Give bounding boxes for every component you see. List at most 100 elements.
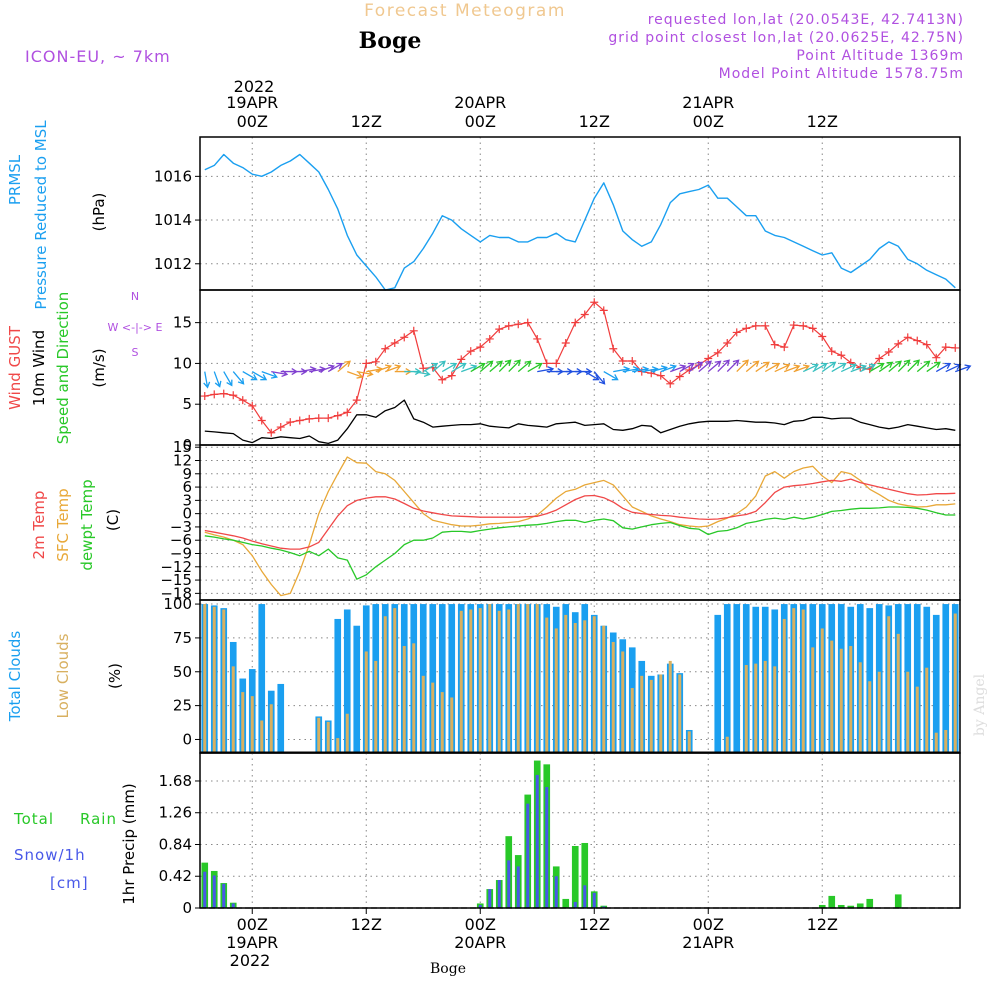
gust-marker	[761, 321, 770, 330]
low-cloud-bar	[887, 616, 891, 753]
gust-marker	[286, 418, 295, 427]
low-cloud-bar	[915, 686, 919, 753]
low-cloud-bar	[678, 674, 682, 753]
wind-labels: Wind GUST 10m Wind Speed and Direction (…	[6, 290, 162, 444]
snow-bar	[573, 901, 577, 908]
low-cloud-bar	[554, 628, 558, 753]
low-cloud-bar	[877, 671, 881, 753]
low-cloud-bar	[450, 697, 454, 753]
wind-arrow	[385, 364, 402, 373]
low-cloud-bar	[535, 604, 539, 753]
low-cloud-bar	[896, 633, 900, 753]
low-cloud-bar	[725, 736, 729, 753]
gust-marker	[903, 333, 912, 342]
bottom-date-label: 19APR	[226, 933, 278, 952]
wind-arrow	[375, 364, 392, 373]
compass-north-label: N	[131, 290, 139, 303]
snow-bar	[535, 774, 539, 908]
wind-arrow	[850, 364, 867, 373]
gust-marker	[333, 411, 342, 420]
gust-marker	[409, 326, 418, 335]
y-tick-label: −12	[160, 558, 192, 576]
y-tick-label: 0	[182, 730, 192, 748]
low-cloud-bar	[659, 674, 663, 753]
bottom-date-label: 20APR	[454, 933, 506, 952]
gust-marker	[571, 318, 580, 327]
total-cloud-bar	[714, 614, 722, 753]
low-cloud-bar	[573, 623, 577, 753]
gust-marker	[599, 306, 608, 315]
temp-dewpt-label: dewpt Temp	[78, 479, 96, 570]
precip-snow-label: Snow/1h	[14, 846, 86, 864]
total-precip-bar	[818, 904, 826, 908]
y-tick-label: 9	[182, 465, 192, 483]
low-cloud-bar	[326, 721, 330, 753]
low-cloud-bar	[231, 666, 235, 753]
snow-bar	[583, 885, 587, 908]
gust-marker	[371, 357, 380, 366]
total-cloud-bar	[277, 683, 285, 753]
y-tick-label: 1016	[154, 167, 192, 185]
top-hour-label: 12Z	[807, 112, 838, 131]
wind-arrow	[470, 362, 486, 373]
dewpt-line	[204, 506, 956, 580]
gust-marker	[504, 321, 513, 330]
gust-marker	[257, 416, 266, 425]
low-cloud-bar	[611, 641, 615, 753]
low-cloud-bar	[260, 720, 264, 753]
low-cloud-bar	[383, 616, 387, 753]
chart-title: Forecast Meteogram	[364, 1, 566, 21]
low-cloud-bar	[868, 681, 872, 753]
wind-arrow	[337, 360, 351, 373]
gust-marker	[628, 356, 637, 365]
gust-marker	[675, 372, 684, 381]
low-cloud-bar	[640, 675, 644, 753]
wind-arrow	[736, 359, 749, 373]
gust-marker	[400, 333, 409, 342]
wind-arrow	[869, 362, 885, 373]
gust-marker	[476, 343, 485, 352]
low-cloud-bar	[431, 682, 435, 753]
total-precip-bar	[856, 903, 864, 908]
y-tick-label: 0.42	[159, 867, 192, 885]
wind-arrow	[907, 359, 920, 373]
gust-marker	[276, 423, 285, 432]
gust-marker	[609, 344, 618, 353]
wind-arrow	[726, 359, 740, 373]
precip-snow-unit-label: [cm]	[50, 874, 89, 892]
gust-marker	[447, 371, 456, 380]
sfc-temp-line	[204, 456, 956, 597]
gust-marker	[732, 328, 741, 337]
wind-arrow	[223, 371, 233, 387]
low-cloud-bar	[393, 608, 397, 753]
gust-marker	[533, 334, 542, 343]
wind-arrow	[698, 360, 712, 373]
low-cloud-bar	[630, 688, 634, 753]
wind-arrow	[489, 360, 503, 373]
wind-arrow	[213, 371, 222, 388]
y-tick-label: 10	[173, 354, 192, 372]
y-tick-label: 0	[182, 505, 192, 523]
total-cloud-bar	[258, 604, 266, 753]
low-cloud-bar	[925, 667, 929, 753]
wind-arrow	[451, 362, 467, 373]
low-cloud-bar	[649, 679, 653, 753]
wind-speed-dir-label: Speed and Direction	[54, 292, 72, 445]
model-altitude: Model Point Altitude 1578.75m	[719, 66, 964, 82]
low-cloud-bar	[773, 666, 777, 753]
y-tick-label: −3	[170, 518, 192, 536]
snow-bar	[231, 903, 235, 908]
low-cloud-bar	[792, 608, 796, 753]
total-cloud-bar	[932, 614, 940, 753]
gust-marker	[495, 325, 504, 334]
temp-2m-line	[204, 478, 956, 550]
temp-unit-label: (C)	[104, 509, 122, 531]
wind-arrow	[688, 361, 704, 373]
low-cloud-bar	[602, 625, 606, 753]
gust-marker	[742, 324, 751, 333]
wind-arrow	[584, 371, 600, 381]
top-date-label: 20APR	[454, 93, 506, 112]
temp-labels: 2m Temp SFC Temp dewpt Temp (C)	[30, 479, 122, 570]
wind-speed-line	[204, 399, 956, 445]
model-label: ICON-EU, ~ 7km	[25, 47, 171, 66]
